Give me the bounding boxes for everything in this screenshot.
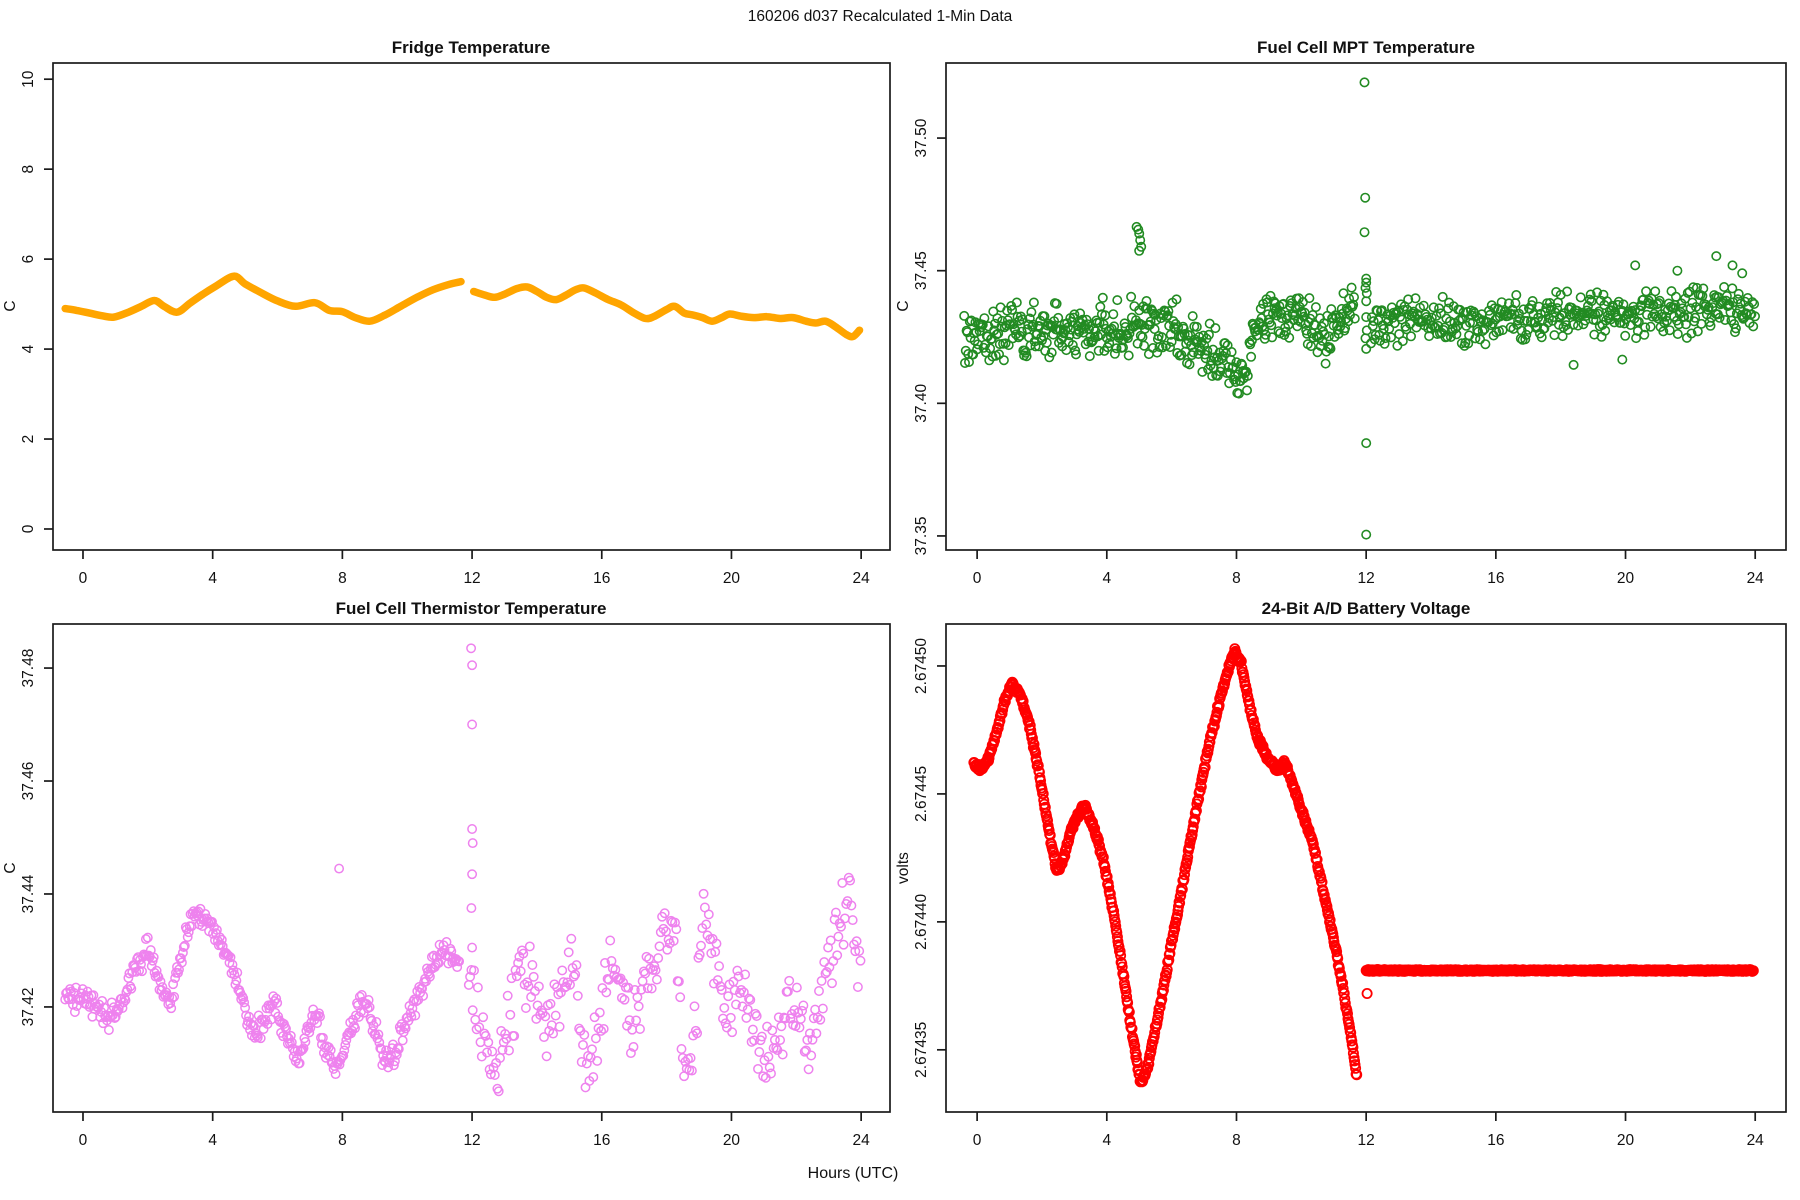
y-axis-tick-label: 37.45 (913, 251, 930, 290)
fridge-line-series (61, 272, 864, 341)
plot-box (945, 623, 1787, 1113)
x-axis-tick-label: 12 (463, 570, 480, 587)
x-axis-tick-label: 24 (853, 570, 871, 587)
panel-fuel-cell-mpt-temperature: Fuel Cell MPT Temperature C 0 4 8 12 16 20 24 3… (895, 38, 1787, 587)
panel-title-mpt: Fuel Cell MPT Temperature (1257, 38, 1475, 57)
x-axis-tick-label: 12 (1358, 570, 1375, 587)
x-axis-tick-label: 8 (338, 570, 347, 587)
thermistor-axes: 0 4 8 12 16 20 24 37.42 37.44 37.46 37.48 (20, 623, 891, 1149)
y-axis-tick-label: 2.67450 (913, 638, 930, 694)
y-axis-tick-label: 6 (20, 255, 37, 264)
y-axis-label-thermistor: C (2, 862, 19, 873)
scatter-segment (968, 643, 1363, 1088)
x-axis-tick-label: 0 (973, 1132, 982, 1149)
scatter-segment (60, 903, 465, 1080)
y-axis-tick-label: 8 (20, 165, 37, 174)
outlier-points (334, 643, 478, 953)
y-axis-tick-label: 37.48 (20, 649, 37, 688)
y-axis-tick-label: 2.67445 (913, 766, 930, 822)
y-axis-tick-label: 37.50 (913, 118, 930, 157)
y-axis-label-fridge: C (2, 300, 19, 311)
x-axis-tick-label: 12 (1358, 1132, 1375, 1149)
scatter-segment (959, 291, 1253, 399)
plot-box (52, 62, 891, 551)
panel-title-thermistor: Fuel Cell Thermistor Temperature (336, 599, 607, 618)
panel-title-battery: 24-Bit A/D Battery Voltage (1262, 599, 1471, 618)
x-axis-tick-label: 4 (1102, 1132, 1111, 1149)
x-axis-tick-label: 0 (79, 570, 88, 587)
y-axis-tick-label: 37.46 (20, 762, 37, 801)
x-axis-tick-label: 0 (973, 570, 982, 587)
mpt-scatter-points (959, 77, 1761, 540)
x-axis-tick-label: 16 (593, 570, 610, 587)
y-axis-label-mpt: C (895, 300, 912, 311)
outlier-points (1131, 77, 1748, 540)
y-axis-tick-label: 37.35 (913, 517, 930, 556)
x-axis-tick-label: 12 (463, 1132, 480, 1149)
panel-fuel-cell-thermistor-temperature: Fuel Cell Thermistor Temperature C 0 4 8 12… (2, 599, 891, 1149)
x-axis-tick-label: 16 (593, 1132, 610, 1149)
x-axis-tick-label: 20 (723, 1132, 741, 1149)
battery-scatter-points (968, 643, 1759, 1088)
y-axis-tick-label: 37.42 (20, 988, 37, 1027)
scatter-segment (1366, 281, 1761, 351)
x-axis-tick-label: 16 (1487, 570, 1504, 587)
x-axis-tick-label: 8 (338, 1132, 347, 1149)
x-axis-tick-label: 20 (723, 570, 741, 587)
x-axis-tick-label: 24 (1747, 1132, 1765, 1149)
x-axis-tick-label: 8 (1232, 1132, 1241, 1149)
y-axis-tick-label: 0 (20, 524, 37, 533)
line-series (469, 283, 864, 341)
x-axis-tick-label: 24 (853, 1132, 871, 1149)
x-axis-tick-label: 16 (1487, 1132, 1504, 1149)
y-axis-tick-label: 37.44 (20, 874, 37, 913)
x-axis-label: Hours (UTC) (808, 1165, 899, 1182)
page-title: 160206 d037 Recalculated 1-Min Data (748, 8, 1013, 25)
thermistor-scatter-points (60, 643, 866, 1097)
x-axis-tick-label: 20 (1617, 1132, 1635, 1149)
y-axis-tick-label: 2 (20, 435, 37, 444)
line-series (61, 272, 465, 325)
x-axis-tick-label: 24 (1747, 570, 1765, 587)
y-axis-label-battery: volts (895, 852, 912, 884)
x-axis-tick-label: 4 (208, 1132, 217, 1149)
x-axis-tick-label: 0 (79, 1132, 88, 1149)
y-axis-tick-label: 4 (20, 344, 37, 353)
y-axis-tick-label: 2.67440 (913, 893, 930, 949)
y-axis-tick-label: 2.67435 (913, 1022, 930, 1078)
x-axis-tick-label: 4 (1102, 570, 1111, 587)
x-axis-tick-label: 20 (1617, 570, 1635, 587)
scatter-segment (463, 872, 866, 1097)
panel-title-fridge: Fridge Temperature (392, 38, 550, 57)
battery-axes: 0 4 8 12 16 20 24 2.67435 2.67440 2.67445 2.67450 (913, 623, 1787, 1149)
scatter-segment (1244, 282, 1360, 369)
outlier-points (1361, 988, 1373, 1000)
x-axis-tick-label: 4 (208, 570, 217, 587)
panel-battery-voltage: 24-Bit A/D Battery Voltage volts 0 4 8 12 16… (895, 599, 1787, 1149)
y-axis-tick-label: 37.40 (913, 384, 930, 423)
y-axis-tick-label: 10 (20, 70, 37, 88)
mpt-axes: 0 4 8 12 16 20 24 37.35 37.40 37.45 37.50 (913, 62, 1787, 587)
x-axis-tick-label: 8 (1232, 570, 1241, 587)
scatter-segment (1360, 964, 1759, 977)
